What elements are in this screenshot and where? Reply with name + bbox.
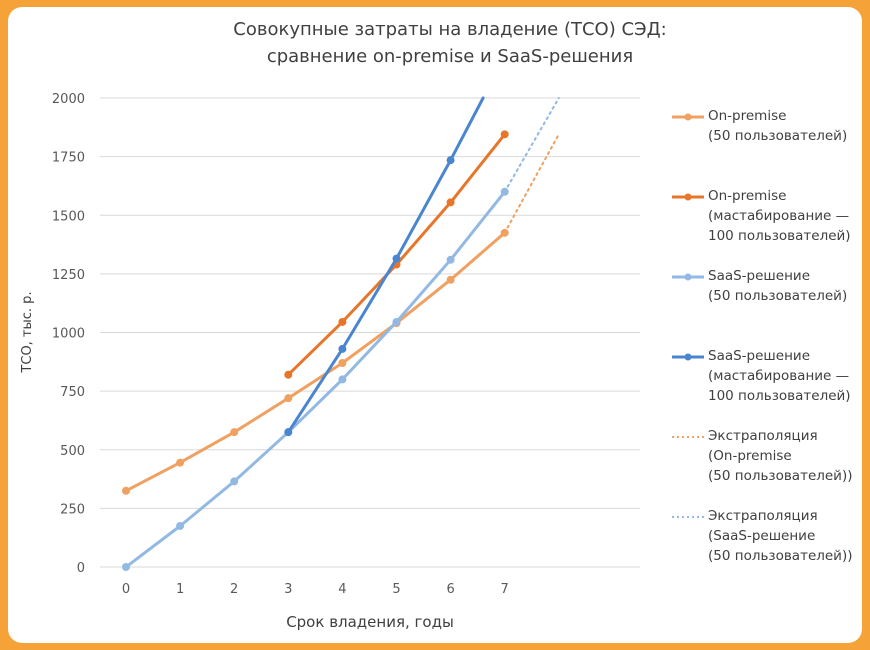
y-tick-label: 250 [60, 502, 85, 517]
legend-swatch [672, 193, 704, 201]
y-tick-label: 1750 [52, 151, 85, 166]
legend-swatch [672, 436, 704, 438]
legend-swatch [672, 113, 704, 121]
y-tick-label: 1000 [52, 327, 85, 342]
legend-label: Экстраполяция (On-premise (50 пользовате… [708, 428, 853, 484]
x-tick-label: 5 [392, 582, 400, 597]
data-point [176, 458, 185, 467]
data-point [284, 394, 293, 403]
y-tick-label: 500 [60, 444, 85, 459]
data-point [392, 254, 401, 263]
data-point [500, 187, 509, 196]
data-point [338, 317, 347, 326]
x-tick-label: 2 [230, 582, 238, 597]
data-point [446, 255, 455, 264]
data-point [284, 370, 293, 379]
data-point [446, 275, 455, 284]
data-point [446, 198, 455, 207]
legend-swatch-marker [684, 193, 692, 201]
series-line [124, 231, 507, 493]
y-tick-label: 1250 [52, 268, 85, 283]
data-point [446, 156, 455, 165]
chart-title: Совокупные затраты на владение (ТСО) СЭД… [180, 16, 720, 70]
data-point [230, 428, 239, 437]
data-point [122, 563, 130, 571]
x-tick-label: 1 [176, 582, 184, 597]
data-point [230, 477, 239, 486]
legend-label: SaaS-решение (мастабирование — 100 польз… [708, 348, 851, 404]
x-tick-label: 4 [338, 582, 346, 597]
legend-swatch [672, 273, 704, 281]
chart-card [8, 7, 862, 643]
series-line [286, 96, 485, 434]
series-line [503, 97, 560, 193]
legend-label: On-premise (мастабирование — 100 пользов… [708, 188, 851, 244]
x-tick-label: 3 [284, 582, 292, 597]
series-line [503, 133, 560, 234]
data-point [392, 317, 401, 326]
data-point [338, 375, 347, 384]
data-point [500, 228, 509, 237]
legend-swatch [672, 516, 704, 518]
legend-swatch-marker [684, 273, 692, 281]
chart-title-line-1: Совокупные затраты на владение (ТСО) СЭД… [233, 19, 667, 40]
data-point [176, 521, 185, 530]
y-tick-label: 2000 [52, 92, 85, 107]
x-tick-label: 6 [446, 582, 454, 597]
data-point [338, 344, 347, 353]
x-axis-title: Срок владения, годы [286, 613, 454, 631]
x-tick-label: 7 [501, 582, 509, 597]
data-point [122, 486, 130, 495]
legend-label: SaaS-решение (50 пользователей) [708, 268, 848, 304]
legend-label: On-premise (50 пользователей) [708, 108, 848, 144]
chart-title-line-2: сравнение on-premise и SaaS-решения [266, 46, 634, 67]
legend-swatch-marker [684, 353, 692, 361]
legend-swatch [672, 353, 704, 361]
series-line [286, 132, 507, 377]
data-point [284, 428, 293, 437]
legend-label: Экстраполяция (SaaS-решение (50 пользова… [708, 508, 853, 564]
y-axis-title: ТСО, тыс. р. [20, 291, 35, 373]
data-point [500, 130, 509, 139]
series-line [124, 190, 507, 569]
y-tick-label: 1500 [52, 209, 85, 224]
x-tick-label: 0 [122, 582, 130, 597]
legend-swatch-marker [684, 113, 692, 121]
y-tick-label: 750 [60, 385, 85, 400]
y-tick-label: 0 [77, 561, 85, 576]
data-point [338, 358, 347, 367]
